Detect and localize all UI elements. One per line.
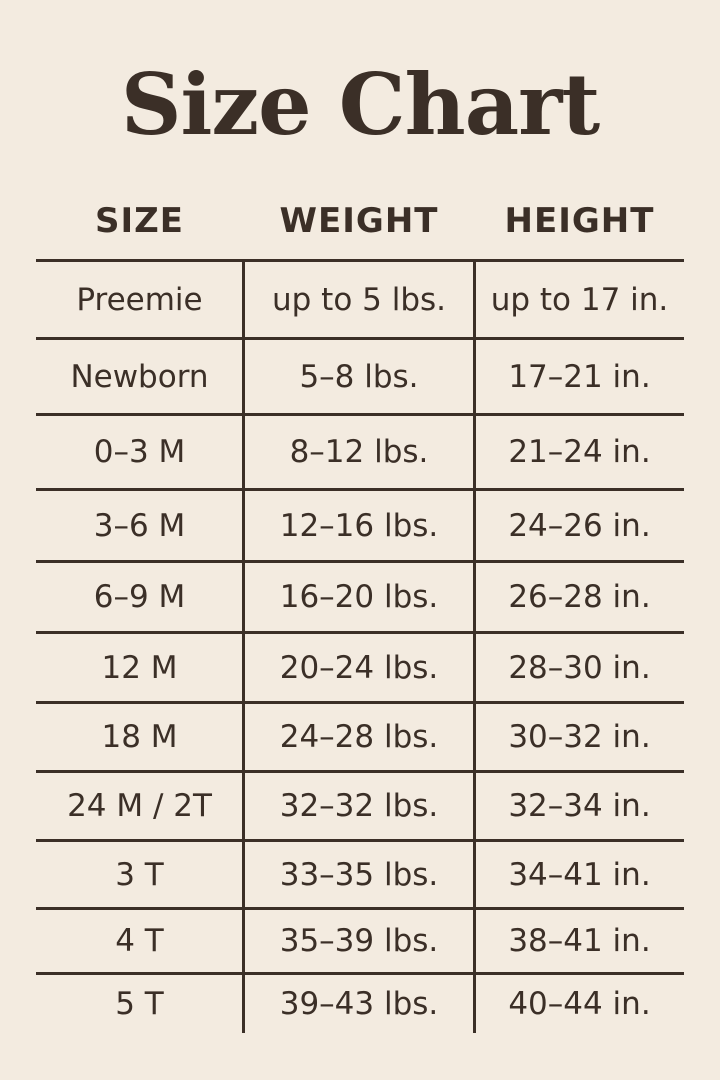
table-row: 3–6 M 12–16 lbs. 24–26 in. — [36, 488, 684, 560]
table-row: Newborn 5–8 lbs. 17–21 in. — [36, 337, 684, 413]
cell-weight: 32–32 lbs. — [279, 788, 439, 824]
cell-size: 18 M — [101, 719, 178, 755]
column-header-size: SIZE — [94, 201, 185, 241]
table-row: 4 T 35–39 lbs. 38–41 in. — [36, 907, 684, 972]
cell-weight: 8–12 lbs. — [289, 434, 429, 470]
table-row: 3 T 33–35 lbs. 34–41 in. — [36, 839, 684, 907]
table-row: Preemie up to 5 lbs. up to 17 in. — [36, 259, 684, 337]
cell-weight: 35–39 lbs. — [279, 923, 439, 959]
cell-height: 21–24 in. — [508, 434, 651, 470]
table-row: 24 M / 2T 32–32 lbs. 32–34 in. — [36, 770, 684, 839]
cell-size: 0–3 M — [93, 434, 186, 470]
cell-height: 32–34 in. — [508, 788, 651, 824]
page-title: Size Chart — [120, 55, 600, 154]
cell-size: 6–9 M — [93, 579, 186, 615]
table-row: 6–9 M 16–20 lbs. 26–28 in. — [36, 560, 684, 631]
cell-height: 34–41 in. — [508, 856, 651, 893]
cell-size: 5 T — [115, 986, 164, 1022]
cell-weight: 33–35 lbs. — [279, 856, 439, 893]
table-row: 12 M 20–24 lbs. 28–30 in. — [36, 631, 684, 701]
cell-height: 38–41 in. — [508, 923, 651, 959]
cell-size: 3–6 M — [93, 507, 186, 544]
cell-size: 24 M / 2T — [67, 788, 212, 824]
cell-size: 4 T — [115, 923, 164, 959]
column-header-weight: WEIGHT — [279, 201, 439, 241]
cell-height: 30–32 in. — [508, 719, 651, 755]
cell-height: 24–26 in. — [508, 507, 651, 544]
column-divider — [242, 260, 245, 1033]
cell-weight: 12–16 lbs. — [279, 507, 439, 544]
cell-height: up to 17 in. — [490, 281, 669, 318]
cell-height: 17–21 in. — [508, 358, 651, 395]
cell-weight: 24–28 lbs. — [279, 719, 439, 755]
cell-size: 3 T — [115, 856, 164, 893]
cell-weight: 5–8 lbs. — [299, 358, 419, 395]
table-row: 18 M 24–28 lbs. 30–32 in. — [36, 701, 684, 770]
cell-height: 40–44 in. — [508, 986, 651, 1022]
cell-size: Preemie — [76, 281, 203, 318]
cell-size: 12 M — [101, 649, 178, 686]
table-row: 5 T 39–43 lbs. 40–44 in. — [36, 972, 684, 1033]
column-divider — [473, 260, 476, 1033]
column-header-height: HEIGHT — [504, 201, 655, 241]
cell-height: 28–30 in. — [508, 649, 651, 686]
table-row: 0–3 M 8–12 lbs. 21–24 in. — [36, 413, 684, 488]
cell-weight: 20–24 lbs. — [279, 649, 439, 686]
cell-height: 26–28 in. — [508, 579, 651, 615]
cell-weight: 39–43 lbs. — [279, 986, 439, 1022]
cell-weight: 16–20 lbs. — [279, 579, 439, 615]
cell-weight: up to 5 lbs. — [271, 281, 447, 318]
cell-size: Newborn — [70, 358, 209, 395]
